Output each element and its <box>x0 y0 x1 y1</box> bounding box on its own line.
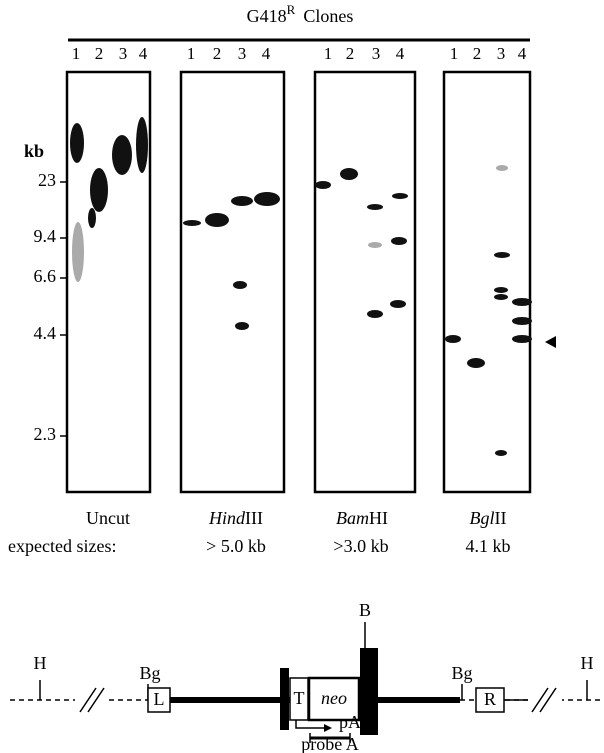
panel-label: BglII <box>470 508 507 528</box>
lane-number: 1 <box>450 44 459 63</box>
box-label: neo <box>321 688 347 708</box>
label-italic: Bgl <box>470 508 495 528</box>
lane-number: 4 <box>396 44 405 63</box>
probe-label: probe A <box>301 734 359 753</box>
panel-label: Uncut <box>86 508 130 528</box>
lane-number: 3 <box>497 44 506 63</box>
lane-number: 1 <box>72 44 81 63</box>
construct-diagram: H Bg L T neo B pA Bg R H probe A <box>10 600 600 753</box>
label-italic: Bam <box>336 508 369 528</box>
lane-number: 2 <box>95 44 104 63</box>
lane-number: 4 <box>518 44 527 63</box>
lane-number: 2 <box>213 44 222 63</box>
lane-number: 1 <box>324 44 333 63</box>
site-label: H <box>34 653 47 673</box>
site-label: H <box>581 653 594 673</box>
expected-size: >3.0 kb <box>333 536 388 556</box>
label-plain: III <box>245 508 263 528</box>
title-main: G418 <box>247 6 287 26</box>
lane-number: 4 <box>262 44 271 63</box>
label-italic: Hind <box>208 508 246 528</box>
figure-title: G418R Clones <box>247 2 354 26</box>
expected-size: 4.1 kb <box>466 536 511 556</box>
lane-number: 3 <box>119 44 128 63</box>
blot-panel <box>179 70 286 494</box>
expected-label: expected sizes: <box>8 536 116 556</box>
marker-size: 23 <box>38 170 56 190</box>
box-label: L <box>154 689 165 709</box>
title-sup: R <box>287 2 296 17</box>
title-rest: Clones <box>303 6 353 26</box>
site-label: Bg <box>451 663 472 683</box>
label-plain: II <box>495 508 507 528</box>
marker-unit: kb <box>24 141 44 161</box>
panel-label: HindIII <box>208 508 263 528</box>
lane-number: 3 <box>372 44 381 63</box>
lane-number: 2 <box>473 44 482 63</box>
lane-number: 3 <box>238 44 247 63</box>
lane-number: 4 <box>139 44 148 63</box>
blot-panel <box>442 70 532 494</box>
marker-size: 6.6 <box>34 266 57 286</box>
blot-panel <box>313 70 417 494</box>
marker-size: 4.4 <box>34 323 57 343</box>
panel-label: BamHI <box>336 508 388 528</box>
label-plain: HI <box>369 508 388 528</box>
box-label: T <box>294 688 305 708</box>
site-label: Bg <box>139 663 160 683</box>
box-label: R <box>484 689 496 709</box>
marker-size: 9.4 <box>34 226 57 246</box>
lane-number: 1 <box>187 44 196 63</box>
lane-number: 2 <box>346 44 355 63</box>
bands <box>70 117 532 456</box>
lane-numbers: 1 2 3 4 1 2 3 4 1 2 3 4 1 2 3 4 <box>72 44 527 63</box>
pa-label: pA <box>339 712 361 732</box>
site-label: B <box>359 600 371 620</box>
arrowhead <box>545 336 556 348</box>
expected-size: > 5.0 kb <box>206 536 266 556</box>
marker-size: 2.3 <box>34 424 57 444</box>
